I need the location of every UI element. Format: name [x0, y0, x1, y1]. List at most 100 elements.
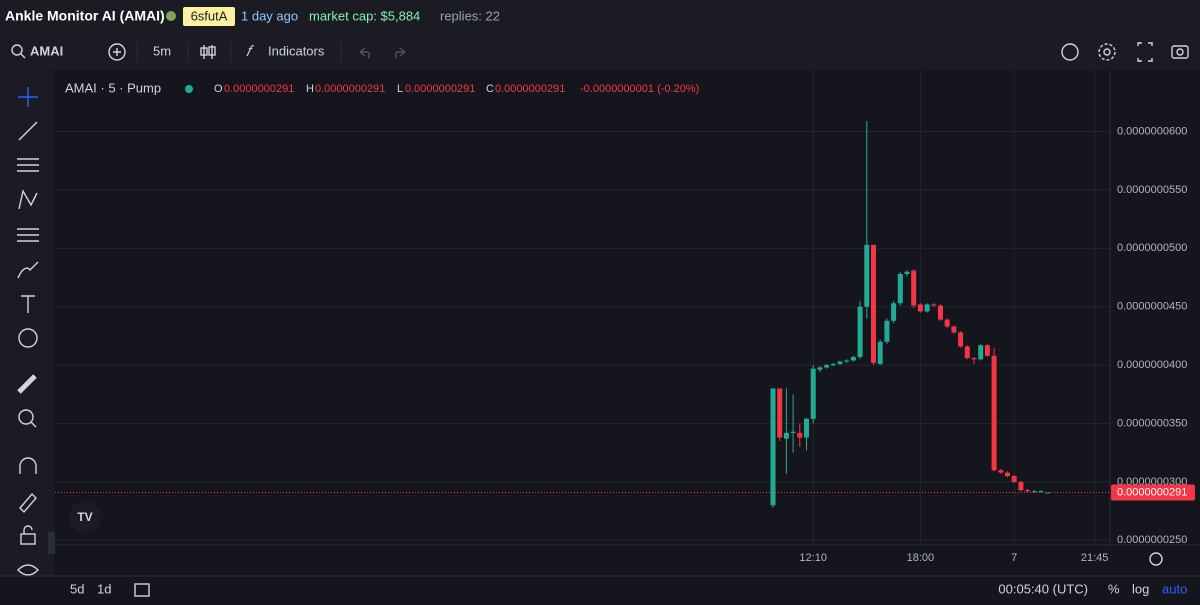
- percent-toggle[interactable]: %: [1108, 581, 1120, 596]
- candle-body: [790, 431, 796, 433]
- toolbar: [0, 34, 1200, 70]
- x-tick-label: 12:10: [799, 552, 827, 564]
- candle-body: [984, 345, 990, 356]
- forecast-tool[interactable]: [17, 228, 39, 242]
- lock-tool[interactable]: [23, 525, 33, 534]
- candlestick-chart: 0.00000002500.00000003000.00000003500.00…: [55, 70, 1195, 564]
- settings-button[interactable]: [1103, 48, 1111, 56]
- candle-body: [777, 388, 783, 438]
- x-tick-label: 21:45: [1081, 552, 1109, 564]
- icon-tool[interactable]: [18, 328, 38, 348]
- go-to-date[interactable]: [134, 583, 150, 597]
- zoom-tool[interactable]: [30, 421, 37, 428]
- legend-high: 0.0000000291: [315, 83, 385, 95]
- clock: 00:05:40 (UTC): [998, 581, 1088, 596]
- chart-type-icon[interactable]: [200, 47, 208, 56]
- token-age: 1 day ago: [241, 8, 298, 23]
- compare-button[interactable]: [113, 48, 121, 56]
- candle-body: [817, 367, 823, 370]
- zoom-tool[interactable]: [18, 409, 34, 425]
- lock-drawing-tool[interactable]: [19, 492, 37, 514]
- candle-body: [804, 418, 809, 438]
- candle-body: [897, 274, 903, 304]
- candle-body: [1011, 476, 1017, 482]
- candle-body: [810, 368, 816, 419]
- candle-body: [1038, 491, 1044, 493]
- search-icon[interactable]: [11, 44, 23, 56]
- candle-body: [911, 270, 917, 306]
- fullscreen-button[interactable]: [1137, 42, 1153, 62]
- candle-body: [1018, 481, 1024, 491]
- tradingview-logo[interactable]: TV: [77, 510, 92, 524]
- text-tool[interactable]: [21, 295, 35, 313]
- candle-body: [924, 304, 930, 312]
- legend-open-key: O: [214, 83, 223, 95]
- token-title: Ankle Monitor AI (AMAI): [5, 8, 165, 24]
- candle-body: [770, 388, 776, 506]
- lock-tool[interactable]: [20, 533, 36, 545]
- y-tick-label: 0.0000000450: [1117, 301, 1187, 313]
- magnet-tool[interactable]: [19, 457, 37, 474]
- fx-icon[interactable]: 𝑓: [246, 43, 255, 60]
- tradingview-logo[interactable]: [69, 501, 101, 533]
- candle-body: [871, 244, 876, 363]
- candle-body: [864, 244, 870, 307]
- legend-low: 0.0000000291: [405, 83, 475, 95]
- visibility-tool[interactable]: [17, 564, 39, 576]
- axis-settings[interactable]: [1149, 552, 1163, 566]
- candle-body: [1045, 492, 1051, 494]
- collapse-toolbar[interactable]: [48, 532, 55, 554]
- log-toggle[interactable]: log: [1132, 581, 1149, 596]
- auto-toggle[interactable]: auto: [1162, 581, 1187, 596]
- candle-body: [944, 319, 950, 327]
- fib-tool[interactable]: [17, 158, 39, 172]
- legend-high-key: H: [306, 83, 314, 95]
- y-tick-label: 0.0000000250: [1117, 534, 1187, 546]
- candle-body: [844, 360, 850, 362]
- creator-avatar: [166, 11, 176, 21]
- settings-button[interactable]: [1098, 43, 1116, 61]
- candle-body: [837, 361, 843, 364]
- candle-body: [931, 304, 937, 306]
- creator-badge[interactable]: [183, 7, 235, 26]
- y-tick-label: 0.0000000350: [1117, 417, 1187, 429]
- chart-type-icon[interactable]: [208, 46, 216, 56]
- trendline-tool[interactable]: [18, 121, 38, 141]
- y-tick-label: 0.0000000600: [1117, 125, 1187, 137]
- redo-button[interactable]: [395, 47, 406, 59]
- measure-tool[interactable]: [17, 374, 37, 394]
- candle-body: [824, 365, 830, 368]
- candle-body: [877, 341, 883, 364]
- interval-button[interactable]: 5m: [153, 43, 171, 58]
- compare-button[interactable]: [108, 43, 126, 61]
- candle-body: [891, 303, 897, 321]
- replay-button[interactable]: [1061, 43, 1079, 61]
- range-5d[interactable]: 5d: [70, 581, 84, 596]
- x-tick-label: 18:00: [907, 552, 935, 564]
- screenshot-button[interactable]: [1176, 48, 1184, 56]
- range-1d[interactable]: 1d: [97, 581, 111, 596]
- search-icon[interactable]: [20, 53, 26, 59]
- candle-body: [978, 345, 984, 360]
- indicators-button[interactable]: Indicators: [268, 43, 325, 58]
- creator-name[interactable]: 6sfutA: [191, 8, 228, 23]
- candle-body: [1025, 490, 1031, 492]
- undo-button[interactable]: [359, 47, 370, 59]
- symbol-search[interactable]: AMAI: [30, 43, 63, 58]
- x-tick-label: 7: [1011, 552, 1017, 564]
- brush-tool[interactable]: [17, 261, 39, 279]
- candle-body: [917, 304, 923, 312]
- legend-open: 0.0000000291: [224, 83, 294, 95]
- replies: replies: 22: [440, 8, 500, 23]
- y-tick-label: 0.0000000500: [1117, 242, 1187, 254]
- candle-body: [1005, 472, 1010, 477]
- y-tick-label: 0.0000000400: [1117, 359, 1187, 371]
- screenshot-button[interactable]: [1171, 45, 1189, 59]
- candle-body: [998, 470, 1004, 473]
- crosshair-tool[interactable]: [18, 87, 38, 107]
- candle-body: [971, 358, 977, 360]
- legend-close: 0.0000000291: [495, 83, 565, 95]
- pattern-tool[interactable]: [18, 189, 38, 210]
- legend-low-key: L: [397, 83, 403, 95]
